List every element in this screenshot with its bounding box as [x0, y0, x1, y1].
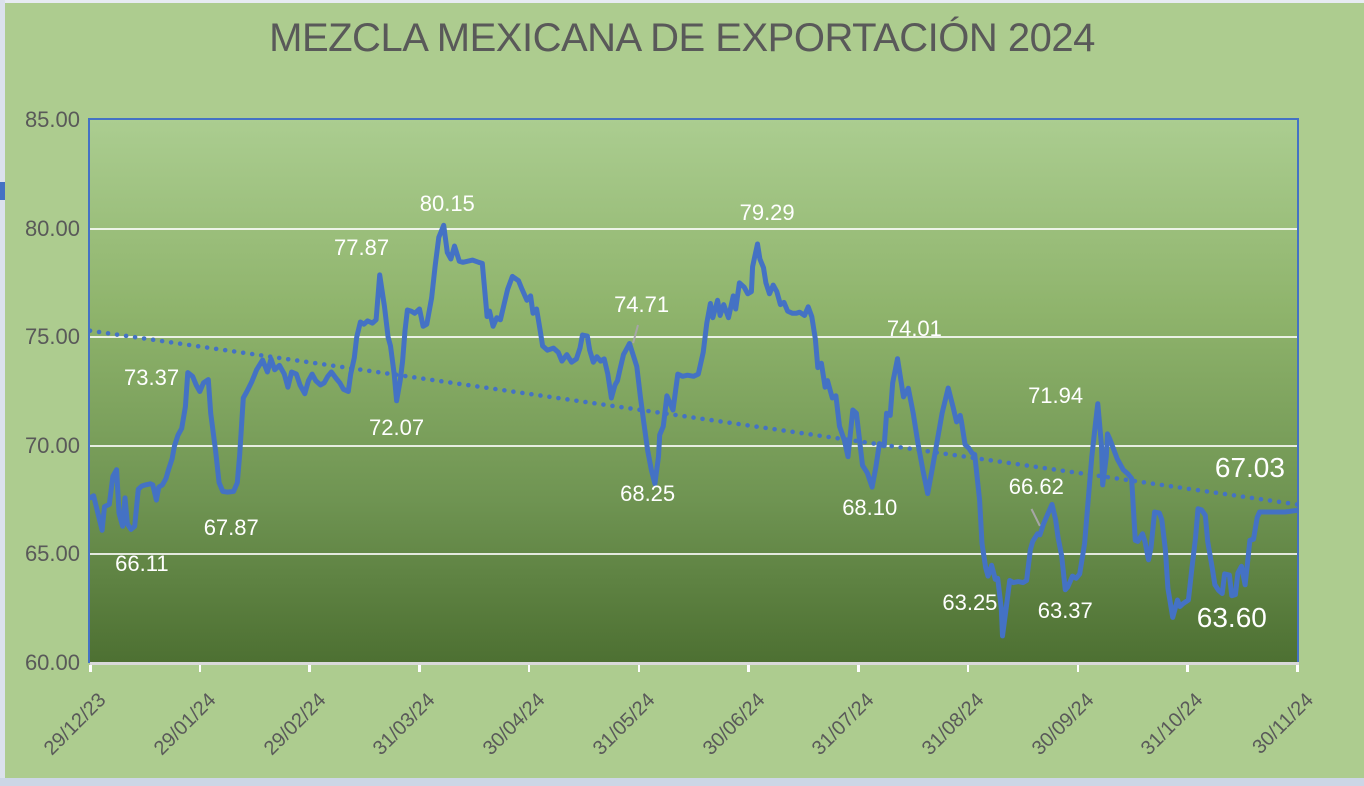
price-line-series — [90, 222, 1297, 639]
data-label: 71.94 — [1028, 383, 1084, 409]
data-label: 63.25 — [942, 590, 998, 616]
chart-title: MEZCLA MEXICANA DE EXPORTACIÓN 2024 — [269, 16, 1095, 60]
plot-border-right — [1296, 120, 1299, 663]
plot-border-left — [88, 120, 90, 663]
plot-border-top — [88, 118, 1299, 120]
y-axis-label: 80.00 — [24, 215, 80, 241]
data-label: 66.62 — [1008, 474, 1064, 500]
x-axis-tick — [1076, 665, 1080, 672]
x-axis-tick — [527, 665, 531, 672]
data-label: 79.29 — [739, 199, 795, 225]
x-axis-tick — [857, 665, 860, 672]
x-axis-tick — [747, 665, 750, 672]
series-svg — [90, 222, 1297, 639]
y-axis-label: 85.00 — [24, 107, 80, 132]
y-axis-label: 60.00 — [24, 650, 80, 675]
data-label: 63.37 — [1037, 598, 1093, 624]
leader-line — [632, 324, 639, 344]
x-axis-label-text: 29/12/23 — [39, 689, 111, 760]
edge-artifact — [0, 182, 5, 200]
x-axis-tick — [308, 665, 311, 672]
trendline-dotted — [90, 328, 1297, 507]
data-label: 77.87 — [334, 235, 390, 261]
y-axis-label: 75.00 — [24, 324, 80, 350]
x-axis-tick — [89, 665, 92, 672]
window-edge-top — [0, 0, 1364, 3]
x-axis-label-text: 30/09/24 — [1027, 689, 1099, 760]
data-label: 63.60 — [1196, 602, 1267, 634]
x-axis-label-text: 31/05/24 — [588, 689, 660, 760]
x-axis-label-text: 31/08/24 — [917, 689, 989, 760]
y-axis-label: 70.00 — [24, 432, 80, 458]
window-edge-bottom — [0, 778, 1364, 786]
x-axis-label-text: 30/06/24 — [698, 689, 769, 760]
gridline — [90, 444, 1297, 447]
data-label: 74.01 — [886, 315, 942, 341]
x-axis-tick — [637, 665, 641, 672]
x-axis-label-text: 29/02/24 — [259, 689, 331, 760]
x-axis-tick — [1186, 665, 1189, 672]
gridline — [90, 227, 1297, 230]
data-label: 74.71 — [614, 292, 670, 318]
x-axis-tick — [966, 665, 970, 672]
leader-lines-group — [632, 324, 1041, 527]
data-label: 72.07 — [369, 414, 425, 440]
data-label: 73.37 — [124, 365, 180, 391]
x-axis-label-text: 31/10/24 — [1137, 689, 1208, 760]
data-label: 80.15 — [419, 191, 475, 217]
x-axis-tick — [198, 665, 202, 672]
x-axis-tick — [1296, 665, 1299, 672]
data-label: 67.03 — [1214, 451, 1285, 483]
x-axis-tick — [418, 665, 421, 672]
x-axis-label-text: 31/07/24 — [808, 689, 879, 760]
x-axis-label-text: 30/11/24 — [1247, 689, 1318, 759]
data-label: 67.87 — [203, 514, 259, 540]
data-label: 68.10 — [842, 494, 898, 520]
x-axis-label-text: 31/03/24 — [369, 689, 440, 760]
y-axis-label: 65.00 — [24, 541, 80, 567]
plot-area: 66.11 73.37 67.87 77.87 72.07 80.15 74.71 68.25… — [90, 120, 1297, 663]
x-axis-label-text: 29/01/24 — [149, 689, 221, 760]
x-axis-line — [90, 662, 1299, 665]
data-label: 68.25 — [620, 481, 676, 507]
leader-line — [1030, 508, 1041, 527]
data-label: 66.11 — [115, 550, 169, 576]
gridline — [90, 336, 1297, 339]
gridline — [90, 553, 1297, 556]
x-axis-label-text: 30/04/24 — [478, 689, 550, 760]
window-edge-left — [0, 0, 5, 786]
